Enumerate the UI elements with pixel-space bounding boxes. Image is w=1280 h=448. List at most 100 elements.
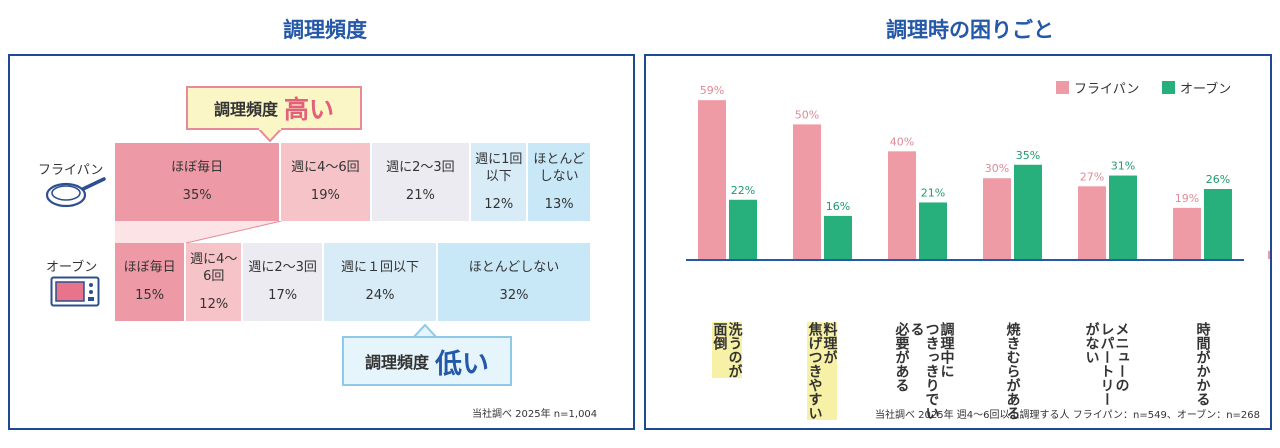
category-label-2: 料理が 焦げつきやすい xyxy=(806,322,838,420)
bar-frying-pan-5 xyxy=(1078,186,1106,259)
stack-segment-value: 17% xyxy=(268,288,298,303)
stack-segment-frying-pan-4: 週に1回以下 12% xyxy=(471,143,529,221)
bar-value-label: 30% xyxy=(985,162,1009,175)
troubles-bar-chart: 59%22%50%16%40%21%30%35%27%31%19%26%3%5% xyxy=(686,84,1270,261)
stack-segment-label: ほぼ毎日 xyxy=(171,160,224,176)
category-label-line: 料理が xyxy=(821,322,838,420)
bar-frying-pan-3 xyxy=(888,151,916,259)
low-callout-word: 低い xyxy=(435,348,489,380)
stack-segment-label: ほとんど しない xyxy=(533,151,585,185)
frequency-source-note: 当社調べ 2025年 n=1,004 xyxy=(472,409,598,420)
category-label-line: 調理中に xyxy=(938,322,955,378)
stack-segment-value: 13% xyxy=(544,196,574,212)
category-label-line: がない xyxy=(1083,322,1100,364)
bar-frying-pan-1 xyxy=(698,100,726,260)
legend-oven: オーブン xyxy=(1162,78,1231,97)
bar-oven-6 xyxy=(1204,189,1232,259)
stack-segment-label: 週に2～3回 xyxy=(386,160,455,176)
stack-segment-label: 週に2～3回 xyxy=(248,260,317,276)
right-panel-title: 調理時の困りごと xyxy=(886,18,1054,42)
low-frequency-callout: 調理頻度 低い xyxy=(342,336,512,386)
frequency-stacked-bars: ほぼ毎日 35% 週に4～6回 19% 週に2～3回 21% 週に1回以下 12% ほとんど し… xyxy=(115,143,590,323)
legend-label-frying-pan: フライパン xyxy=(1074,82,1140,97)
category-label-line: メニューの xyxy=(1113,322,1130,392)
stack-segment-frying-pan-1: ほぼ毎日 35% xyxy=(115,143,282,221)
bar-value-label: 19% xyxy=(1175,192,1199,205)
stack-segment-value: 15% xyxy=(135,288,165,303)
stack-connector-line xyxy=(186,221,282,244)
stack-segment-value: 12% xyxy=(484,196,514,212)
bar-value-label: 59% xyxy=(700,84,724,97)
bar-oven-2 xyxy=(824,215,852,259)
high-frequency-callout: 調理頻度 高い xyxy=(186,86,362,130)
troubles-panel: フライパン オーブン 59% 22% 50% 16% 40% 21% 30% 35% 27% 31… xyxy=(644,54,1272,430)
stack-segment-value: 35% xyxy=(182,188,212,203)
bar-value-label: 35% xyxy=(1016,149,1040,162)
stack-segment-frying-pan-3: 週に2～3回 21% xyxy=(371,143,472,221)
bar-frying-pan-7 xyxy=(1268,250,1270,259)
stack-segment-oven-4: 週に１回以下 24% xyxy=(324,243,438,321)
category-label-3: 調理中に つきっきりでいる 必要がある xyxy=(893,322,955,428)
category-label-line: 必要がある xyxy=(893,322,910,392)
stack-segment-oven-2: 週に4～6回 12% xyxy=(186,243,244,321)
category-label-line: つきっきりでいる xyxy=(908,322,940,420)
bar-oven-5 xyxy=(1109,175,1137,259)
category-label-line: 洗うのが xyxy=(726,322,743,378)
frequency-panel: 調理頻度 高い フライパン オーブン ほぼ毎日 35% 週に4～6回 19% 週に2～3… xyxy=(8,54,635,430)
stack-segment-oven-3: 週に2～3回 17% xyxy=(243,243,324,321)
stack-segment-value: 32% xyxy=(499,288,529,303)
category-label-line: 焦げつきやすい xyxy=(806,322,823,420)
stack-segment-label: 週に１回以下 xyxy=(340,260,419,276)
bar-frying-pan-2 xyxy=(793,124,821,259)
bar-oven-3 xyxy=(919,202,947,259)
troubles-source-note: 当社調べ 2025年 週4～6回以上調理する人 フライパン：n=549、オーブン… xyxy=(875,410,1261,421)
stack-segment-frying-pan-2: 週に4～6回 19% xyxy=(281,143,372,221)
bar-frying-pan-6 xyxy=(1173,207,1201,259)
stack-segment-label: ほとんどしない xyxy=(468,260,560,276)
category-label-line: レパートリー xyxy=(1098,322,1115,406)
bar-value-label: 22% xyxy=(731,184,755,197)
stack-segment-label: ほぼ毎日 xyxy=(123,260,176,276)
bar-oven-1 xyxy=(729,199,757,259)
category-label-4: 焼きむらがある xyxy=(1004,322,1021,420)
stack-connector-band xyxy=(115,221,282,243)
stack-segment-value: 12% xyxy=(199,296,229,312)
stack-segment-value: 21% xyxy=(405,188,435,203)
stack-connector xyxy=(115,221,282,244)
frying-pan-icon xyxy=(45,177,106,208)
high-callout-prefix: 調理頻度 xyxy=(213,100,278,119)
bar-value-label: 21% xyxy=(921,186,945,199)
bar-value-label: 16% xyxy=(826,200,850,213)
stack-segment-label: 週に4～6回 xyxy=(291,160,360,176)
stack-segment-oven-1: ほぼ毎日 15% xyxy=(115,243,187,321)
category-label-line: 時間がかかる xyxy=(1194,322,1211,406)
bar-value-label: 40% xyxy=(890,135,914,148)
legend-swatch-frying-pan xyxy=(1056,81,1069,94)
left-panel-title: 調理頻度 xyxy=(283,18,367,42)
category-label-line: 焼きむらがある xyxy=(1004,322,1021,420)
stack-segment-frying-pan-5: ほとんど しない 13% xyxy=(528,143,590,221)
high-callout-pointer xyxy=(258,128,282,142)
high-callout-word: 高い xyxy=(284,95,335,124)
legend-frying-pan: フライパン xyxy=(1056,78,1139,97)
stack-segment-label: 週に1回以下 xyxy=(475,151,523,185)
oven-icon xyxy=(50,276,100,307)
bar-oven-4 xyxy=(1014,164,1042,259)
stack-segment-oven-5: ほとんどしない 32% xyxy=(438,243,590,321)
oven-row-label: オーブン xyxy=(46,260,98,275)
stack-segment-value: 24% xyxy=(365,288,395,303)
bar-value-label: 27% xyxy=(1080,170,1104,183)
frying-pan-row-label: フライパン xyxy=(38,163,104,178)
bar-value-label: 50% xyxy=(795,108,819,121)
bar-value-label: 31% xyxy=(1111,160,1135,173)
low-callout-prefix: 調理頻度 xyxy=(364,353,429,372)
stack-segment-value: 19% xyxy=(310,188,340,203)
category-label-5: メニューの レパートリー がない xyxy=(1083,322,1130,406)
category-label-line: 面倒 xyxy=(711,322,728,378)
category-label-1: 洗うのが 面倒 xyxy=(711,322,743,378)
legend-label-oven: オーブン xyxy=(1180,82,1232,97)
category-label-6: 時間がかかる xyxy=(1194,322,1211,406)
legend-swatch-oven xyxy=(1162,81,1175,94)
bar-frying-pan-4 xyxy=(983,178,1011,259)
stack-segment-label: 週に4～6回 xyxy=(190,251,238,285)
